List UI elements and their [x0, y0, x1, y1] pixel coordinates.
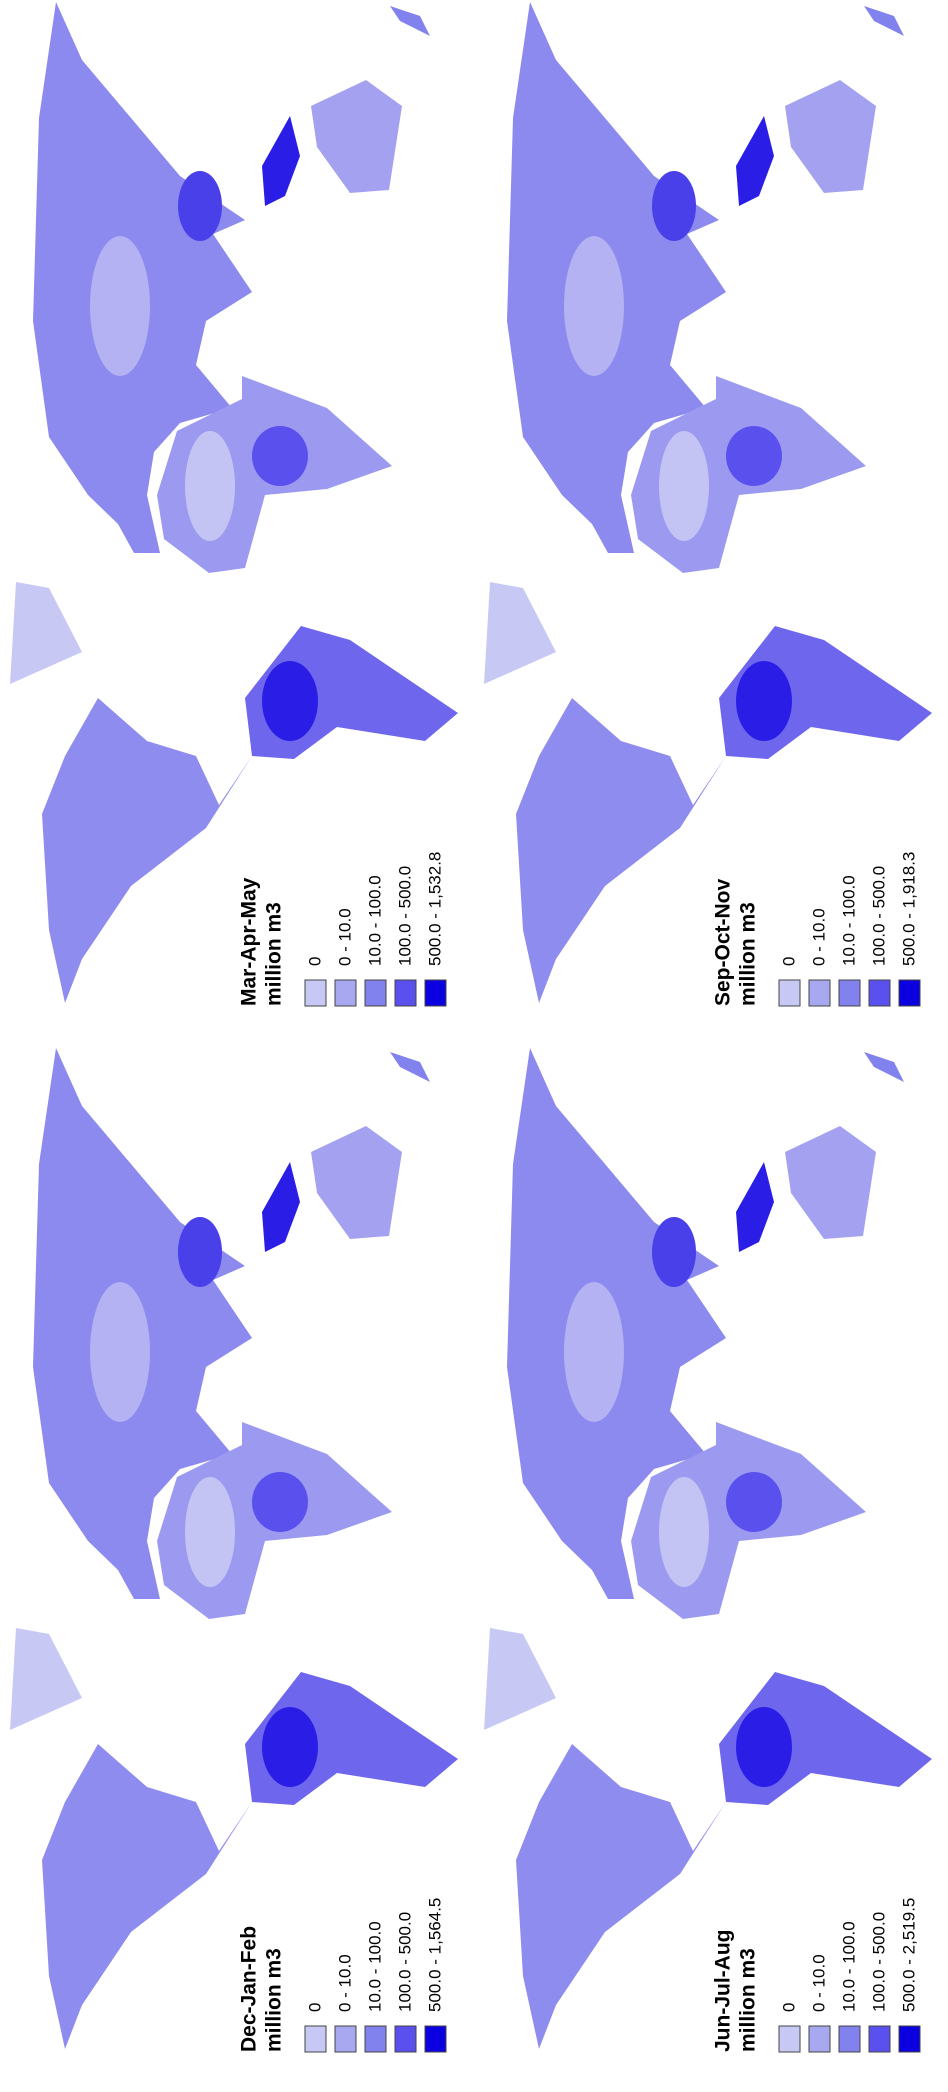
legend-label: 100.0 - 500.0 — [869, 1912, 888, 2012]
legend-swatch — [425, 2026, 446, 2052]
legend-swatch — [779, 2026, 800, 2052]
legend-swatch — [899, 980, 920, 1006]
legend-label: 10.0 - 100.0 — [839, 875, 858, 966]
legend-unit: million m3 — [737, 1948, 760, 2052]
legend-swatch — [869, 980, 890, 1006]
legend-label: 100.0 - 500.0 — [395, 866, 414, 966]
legend-swatch — [899, 2026, 920, 2052]
legend-label: 0 — [305, 2003, 324, 2012]
legend-swatch — [365, 980, 386, 1006]
legend-label: 0 — [779, 957, 798, 966]
legend-label: 0 — [779, 2003, 798, 2012]
legend-swatch — [839, 980, 860, 1006]
legend-label: 500.0 - 2,519.5 — [899, 1898, 918, 2012]
legend-label: 100.0 - 500.0 — [869, 866, 888, 966]
legend-unit: million m3 — [263, 902, 286, 1006]
world-map — [10, 1048, 458, 2049]
legend-swatch — [395, 980, 416, 1006]
legend-swatch — [335, 2026, 356, 2052]
maps: Dec-Jan-Febmillion m300 - 10.010.0 - 100… — [0, 0, 948, 2092]
legend-unit: million m3 — [263, 1948, 286, 2052]
legend-label: 0 - 10.0 — [809, 1954, 828, 2012]
legend-swatch — [779, 980, 800, 1006]
legend-label: 10.0 - 100.0 — [365, 875, 384, 966]
world-map — [484, 2, 932, 1003]
legend-swatch — [365, 2026, 386, 2052]
legend-swatch — [305, 980, 326, 1006]
legend-swatch — [425, 980, 446, 1006]
legend-label: 0 - 10.0 — [809, 908, 828, 966]
legend-label: 500.0 - 1,532.8 — [425, 852, 444, 966]
legend-swatch — [395, 2026, 416, 2052]
legend-swatch — [809, 2026, 830, 2052]
legend-title: Jun-Jul-Aug — [712, 1930, 735, 2052]
legend-swatch — [335, 980, 356, 1006]
legend-label: 10.0 - 100.0 — [365, 1921, 384, 2012]
figure: Dec-Jan-Febmillion m300 - 10.010.0 - 100… — [0, 0, 948, 2092]
legend-label: 0 — [305, 957, 324, 966]
legend-title: Sep-Oct-Nov — [712, 879, 735, 1007]
legend-title: Dec-Jan-Feb — [238, 1926, 261, 2052]
legend-label: 100.0 - 500.0 — [395, 1912, 414, 2012]
legend-label: 500.0 - 1,564.5 — [425, 1898, 444, 2012]
page: {"panels": [ {"title": "Dec-Jan-Feb", "u… — [0, 0, 948, 2092]
legend-swatch — [869, 2026, 890, 2052]
legend-label: 0 - 10.0 — [335, 1954, 354, 2012]
legend-label: 0 - 10.0 — [335, 908, 354, 966]
legend-title: Mar-Apr-May — [238, 877, 261, 1006]
world-map — [484, 1048, 932, 2049]
legend-label: 10.0 - 100.0 — [839, 1921, 858, 2012]
legend-swatch — [305, 2026, 326, 2052]
legend-unit: million m3 — [737, 902, 760, 1006]
legend-label: 500.0 - 1,918.3 — [899, 852, 918, 966]
legend-swatch — [809, 980, 830, 1006]
world-map — [10, 2, 458, 1003]
legend-swatch — [839, 2026, 860, 2052]
